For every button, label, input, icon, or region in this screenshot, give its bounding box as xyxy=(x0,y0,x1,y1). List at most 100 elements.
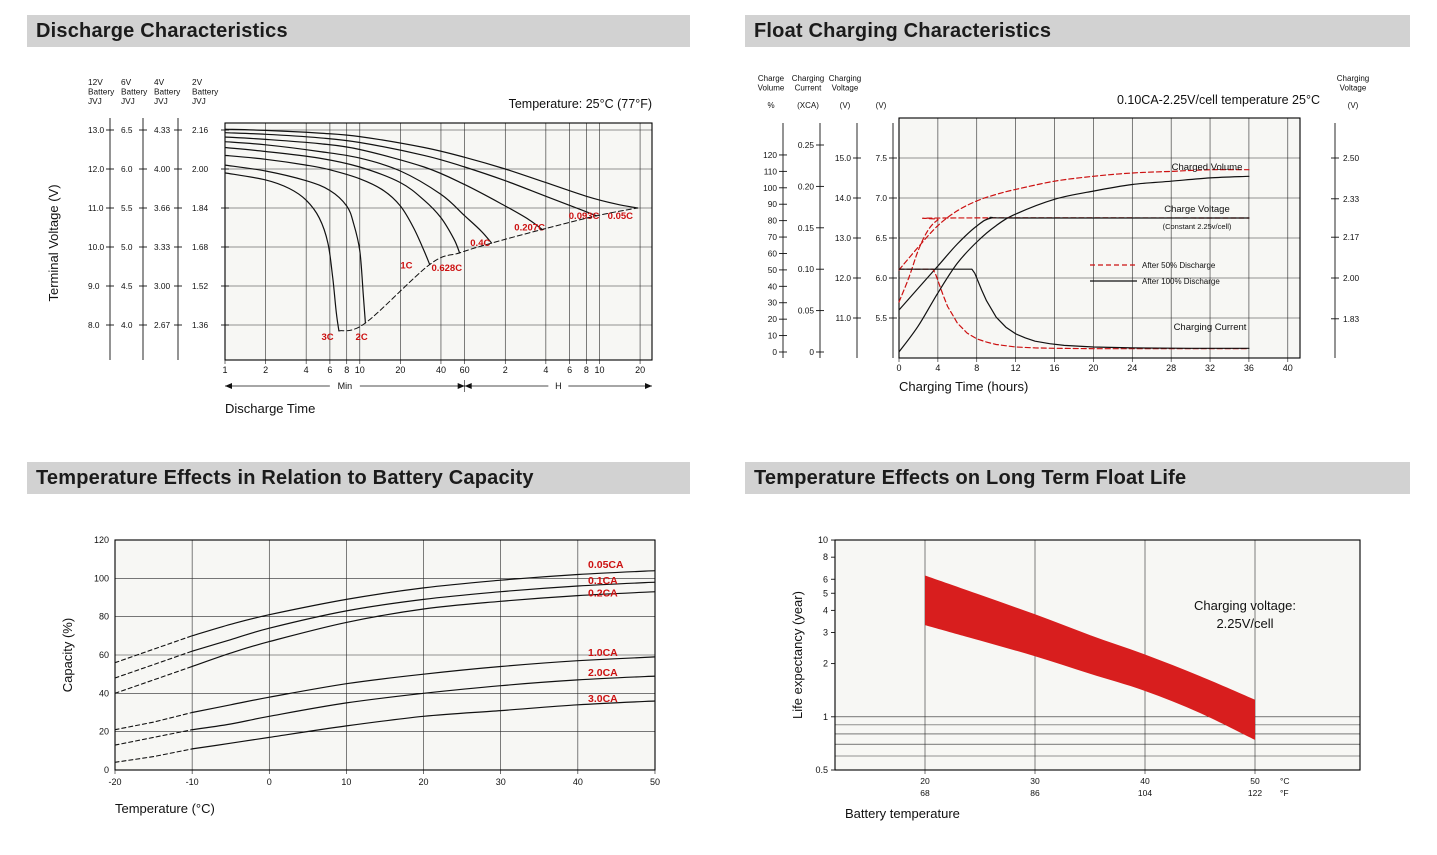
curve-undefined xyxy=(191,570,656,637)
svg-text:7.0: 7.0 xyxy=(875,193,887,203)
svg-text:12: 12 xyxy=(1011,363,1021,373)
curve-undefined xyxy=(191,581,656,652)
curve-undefined xyxy=(191,656,656,714)
curve-3C xyxy=(224,172,340,332)
float-life-band xyxy=(925,575,1255,740)
svg-text:12.0: 12.0 xyxy=(88,164,105,174)
x-axis: 0 4 8 12 16 20 24 28 32 36 40 Charging Time (hours) xyxy=(896,358,1293,394)
curve-charge-voltage-after-100 xyxy=(898,216,1250,311)
curve-label-0.05CA: 0.05CA xyxy=(588,559,624,571)
svg-text:20: 20 xyxy=(768,314,778,324)
section-title-float-life: Temperature Effects on Long Term Float L… xyxy=(754,466,1187,489)
condition-note: 0.10CA-2.25V/cell temperature 25°C xyxy=(1117,93,1320,107)
left-scale-columns: ChargeVolume%120110100908070605040302010… xyxy=(758,74,897,358)
section-title-discharge: Discharge Characteristics xyxy=(36,19,288,42)
curve-3.0CA-dashed xyxy=(114,748,193,763)
svg-text:2.67: 2.67 xyxy=(154,320,171,330)
svg-text:5.0: 5.0 xyxy=(121,242,133,252)
curve-1C xyxy=(224,154,431,266)
svg-text:6: 6 xyxy=(567,365,572,375)
svg-text:80: 80 xyxy=(768,216,778,226)
curve-label-2.0CA: 2.0CA xyxy=(588,667,618,679)
svg-text:H: H xyxy=(555,381,562,391)
discharge-plot-area xyxy=(224,122,653,361)
svg-text:Voltage: Voltage xyxy=(1340,84,1367,93)
float-life-chart: 1086543210.5206830864010450122°C°FChargi… xyxy=(790,535,1361,821)
svg-text:0.25: 0.25 xyxy=(798,140,815,150)
svg-text:20: 20 xyxy=(395,365,405,375)
svg-text:(XCA): (XCA) xyxy=(797,101,819,110)
float-life-plot-area xyxy=(834,539,1361,771)
svg-text:104: 104 xyxy=(1138,788,1152,798)
svg-text:40: 40 xyxy=(1140,776,1150,786)
curve-2C xyxy=(224,164,366,324)
svg-text:20: 20 xyxy=(99,727,109,737)
temperature-note: Temperature: 25°C (77°F) xyxy=(509,97,652,111)
svg-text:14.0: 14.0 xyxy=(835,193,852,203)
svg-text:0: 0 xyxy=(104,765,109,775)
svg-text:60: 60 xyxy=(99,650,109,660)
svg-text:120: 120 xyxy=(763,150,777,160)
curve-1.0CA-dashed xyxy=(114,711,193,731)
curve-label-0.05C: 0.05C xyxy=(608,211,633,222)
svg-text:6.5: 6.5 xyxy=(875,233,887,243)
svg-text:20: 20 xyxy=(635,365,645,375)
svg-text:-10: -10 xyxy=(186,777,199,787)
svg-text:2.16: 2.16 xyxy=(192,125,209,135)
svg-text:20: 20 xyxy=(419,777,429,787)
svg-text:68: 68 xyxy=(920,788,930,798)
svg-text:4.33: 4.33 xyxy=(154,125,171,135)
svg-text:100: 100 xyxy=(94,573,109,583)
label-constant-voltage: (Constant 2.25v/cell) xyxy=(1163,222,1232,231)
header-float-charging: Float Charging Characteristics xyxy=(745,15,1410,47)
curve-0.093C xyxy=(224,132,598,217)
svg-text:9.0: 9.0 xyxy=(88,281,100,291)
svg-text:50: 50 xyxy=(1250,776,1260,786)
svg-text:Current: Current xyxy=(795,84,822,93)
discharge-curves: 0.05C 0.093C 0.207C 0.4C 0.628C 1C 2C 3C xyxy=(224,128,639,343)
label-charging-current: Charging Current xyxy=(1174,322,1247,333)
svg-text:-20: -20 xyxy=(108,777,121,787)
cutoff-voltage-locus xyxy=(338,207,639,332)
svg-text:1: 1 xyxy=(823,712,828,722)
svg-text:90: 90 xyxy=(768,199,778,209)
svg-text:86: 86 xyxy=(1030,788,1040,798)
svg-text:(V): (V) xyxy=(876,101,887,110)
x-axis-title: Discharge Time xyxy=(225,401,315,416)
curve-label-1.0CA: 1.0CA xyxy=(588,647,618,659)
svg-text:Charging: Charging xyxy=(1337,74,1369,83)
svg-text:10: 10 xyxy=(768,331,778,341)
svg-text:Volume: Volume xyxy=(758,84,785,93)
curve-0.4C xyxy=(224,141,493,244)
curve-0.05CA-dashed xyxy=(114,635,193,664)
svg-text:30: 30 xyxy=(496,777,506,787)
svg-text:40: 40 xyxy=(573,777,583,787)
curve-label-1C: 1C xyxy=(400,260,412,271)
svg-text:80: 80 xyxy=(99,612,109,622)
svg-text:8: 8 xyxy=(974,363,979,373)
svg-text:50: 50 xyxy=(768,265,778,275)
curve-0.05C xyxy=(224,128,639,209)
capacity-plot-area xyxy=(114,539,656,771)
svg-text:50: 50 xyxy=(650,777,660,787)
svg-text:28: 28 xyxy=(1166,363,1176,373)
float-charging-plot-area xyxy=(898,117,1301,359)
svg-text:0: 0 xyxy=(896,363,901,373)
svg-text:1.36: 1.36 xyxy=(192,320,209,330)
svg-text:Min: Min xyxy=(338,381,353,391)
svg-text:11.0: 11.0 xyxy=(835,313,851,323)
svg-text:0.15: 0.15 xyxy=(798,223,815,233)
curve-charged-volume-after-50 xyxy=(898,169,1250,271)
temperature-capacity-chart: 0 20 40 60 80 100 120 -20 -10 0 10 20 30 40 50 Capacity… xyxy=(60,535,660,816)
svg-text:Charge: Charge xyxy=(758,74,785,83)
svg-text:2: 2 xyxy=(823,659,828,669)
curve-2.0CA-dashed xyxy=(114,729,193,746)
svg-text:40: 40 xyxy=(1283,363,1293,373)
svg-text:2V: 2V xyxy=(192,77,203,87)
svg-text:7.5: 7.5 xyxy=(875,153,887,163)
header-discharge-characteristics: Discharge Characteristics xyxy=(27,15,690,47)
svg-text:1.52: 1.52 xyxy=(192,281,209,291)
svg-text:30: 30 xyxy=(1030,776,1040,786)
